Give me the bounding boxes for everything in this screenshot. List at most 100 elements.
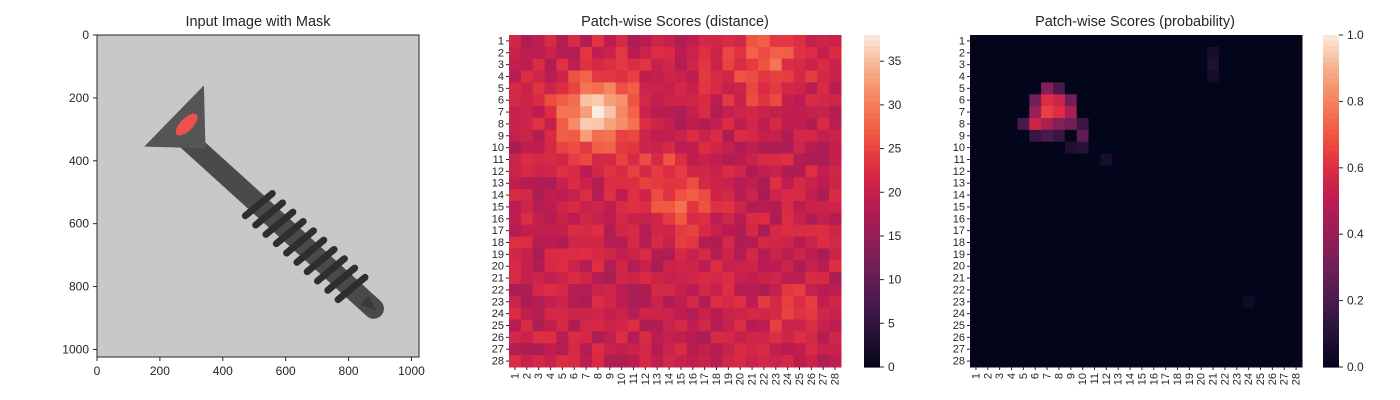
heatmap-cell — [686, 331, 700, 344]
heatmap-cell — [970, 35, 983, 48]
heatmap-cell — [675, 307, 688, 321]
heatmap-cell — [1029, 82, 1042, 95]
heatmap-cell — [568, 284, 581, 297]
heatmap-cell — [781, 118, 795, 131]
colorbar-segment — [864, 206, 880, 213]
heatmap-cell — [746, 46, 759, 60]
heatmap-cell — [556, 165, 569, 178]
heatmap-cell — [686, 35, 700, 48]
heatmap-cell — [1290, 307, 1303, 321]
colorbar-segment — [1323, 344, 1339, 351]
colorbar-segment — [864, 344, 880, 351]
heatmap-cell — [970, 165, 983, 178]
heatmap-cell — [580, 355, 593, 368]
heatmap-cell — [769, 94, 783, 107]
heatmap-cell — [1041, 307, 1054, 321]
heatmap-cell — [520, 118, 534, 131]
heatmap-cell — [1064, 272, 1078, 285]
colorbar-segment — [1323, 84, 1339, 91]
heatmap-cell — [1230, 212, 1244, 226]
heatmap-cell — [981, 284, 995, 297]
heatmap-cell — [734, 201, 747, 214]
heatmap-cell — [686, 295, 700, 309]
heatmap-cell — [1112, 295, 1125, 309]
heatmap-cell — [734, 224, 747, 238]
heatmap-cell — [1183, 295, 1196, 309]
heatmap-cell — [1254, 307, 1267, 321]
heatmap-cell — [639, 284, 652, 297]
heatmap-cell — [970, 343, 983, 356]
heatmap-cell — [1159, 106, 1173, 119]
heatmap-cell — [1159, 46, 1173, 60]
heatmap-cell — [544, 70, 557, 83]
heatmap-cell — [580, 343, 593, 356]
heatmap-cell — [1266, 236, 1279, 249]
heatmap-cell — [981, 141, 995, 155]
heatmap-cell — [520, 331, 534, 344]
heatmap-cell — [781, 343, 795, 356]
heatmap-cell — [734, 58, 747, 72]
heatmap-cell — [544, 82, 557, 95]
heatmap-cell — [1266, 141, 1279, 155]
heatmap-cell — [781, 307, 795, 321]
heatmap-cell — [1207, 331, 1220, 344]
heatmap-cell — [1278, 224, 1291, 238]
heatmap-cell — [580, 260, 593, 273]
heatmap-cell — [698, 165, 712, 178]
heatmap-cell — [1147, 129, 1161, 143]
heatmap-cell — [746, 141, 759, 155]
heatmap-cell — [734, 295, 747, 309]
x-tick-label: 26 — [806, 373, 818, 385]
x-tick-label: 4 — [545, 373, 557, 379]
heatmap-cell — [1017, 272, 1030, 285]
heatmap-cell — [544, 260, 557, 273]
heatmap-cell — [781, 260, 795, 273]
heatmap-cell — [627, 165, 640, 178]
heatmap-cell — [746, 319, 759, 332]
heatmap-cell — [1100, 248, 1113, 261]
heatmap-cell — [981, 236, 995, 249]
heatmap-cell — [639, 260, 652, 273]
heatmap-cell — [1017, 201, 1030, 214]
heatmap-cell — [1029, 189, 1042, 202]
heatmap-cell — [1064, 165, 1078, 178]
heatmap-cell — [615, 236, 629, 249]
heatmap-cell — [1076, 331, 1090, 344]
heatmap-cell — [1254, 189, 1267, 202]
heatmap-cell — [981, 307, 995, 321]
heatmap-cell — [1041, 106, 1054, 119]
heatmap-cell — [1195, 319, 1208, 332]
heatmap-cell — [1147, 260, 1161, 273]
colorbar-segment — [1323, 95, 1339, 102]
heatmap-cell — [1076, 58, 1090, 72]
heatmap-cell — [1171, 82, 1184, 95]
heatmap-cell — [746, 224, 759, 238]
heatmap-cell — [1124, 236, 1137, 249]
heatmap-cell — [1290, 201, 1303, 214]
heatmap-cell — [592, 165, 605, 178]
colorbar-segment — [864, 350, 880, 357]
heatmap-cell — [970, 94, 983, 107]
colorbar-segment — [864, 195, 880, 202]
heatmap-cell — [722, 201, 735, 214]
heatmap-cell — [722, 307, 735, 321]
heatmap-cell — [1136, 94, 1149, 107]
heatmap-cell — [1171, 58, 1184, 72]
heatmap-cell — [686, 284, 700, 297]
heatmap-cell — [1053, 284, 1066, 297]
heatmap-cell — [1254, 236, 1267, 249]
heatmap-cell — [520, 284, 534, 297]
heatmap-cell — [829, 331, 842, 344]
heatmap-cell — [698, 236, 712, 249]
heatmap-cell — [556, 201, 569, 214]
heatmap-cell — [1171, 106, 1184, 119]
x-tick-label: 15 — [1136, 373, 1148, 385]
heatmap-cell — [1183, 82, 1196, 95]
heatmap-cell — [532, 295, 546, 309]
heatmap-cell — [1230, 177, 1244, 190]
heatmap-cell — [1290, 212, 1303, 226]
heatmap-cell — [793, 236, 806, 249]
heatmap-cell — [698, 212, 712, 226]
colorbar-segment — [1323, 223, 1339, 230]
heatmap-cell — [1230, 58, 1244, 72]
